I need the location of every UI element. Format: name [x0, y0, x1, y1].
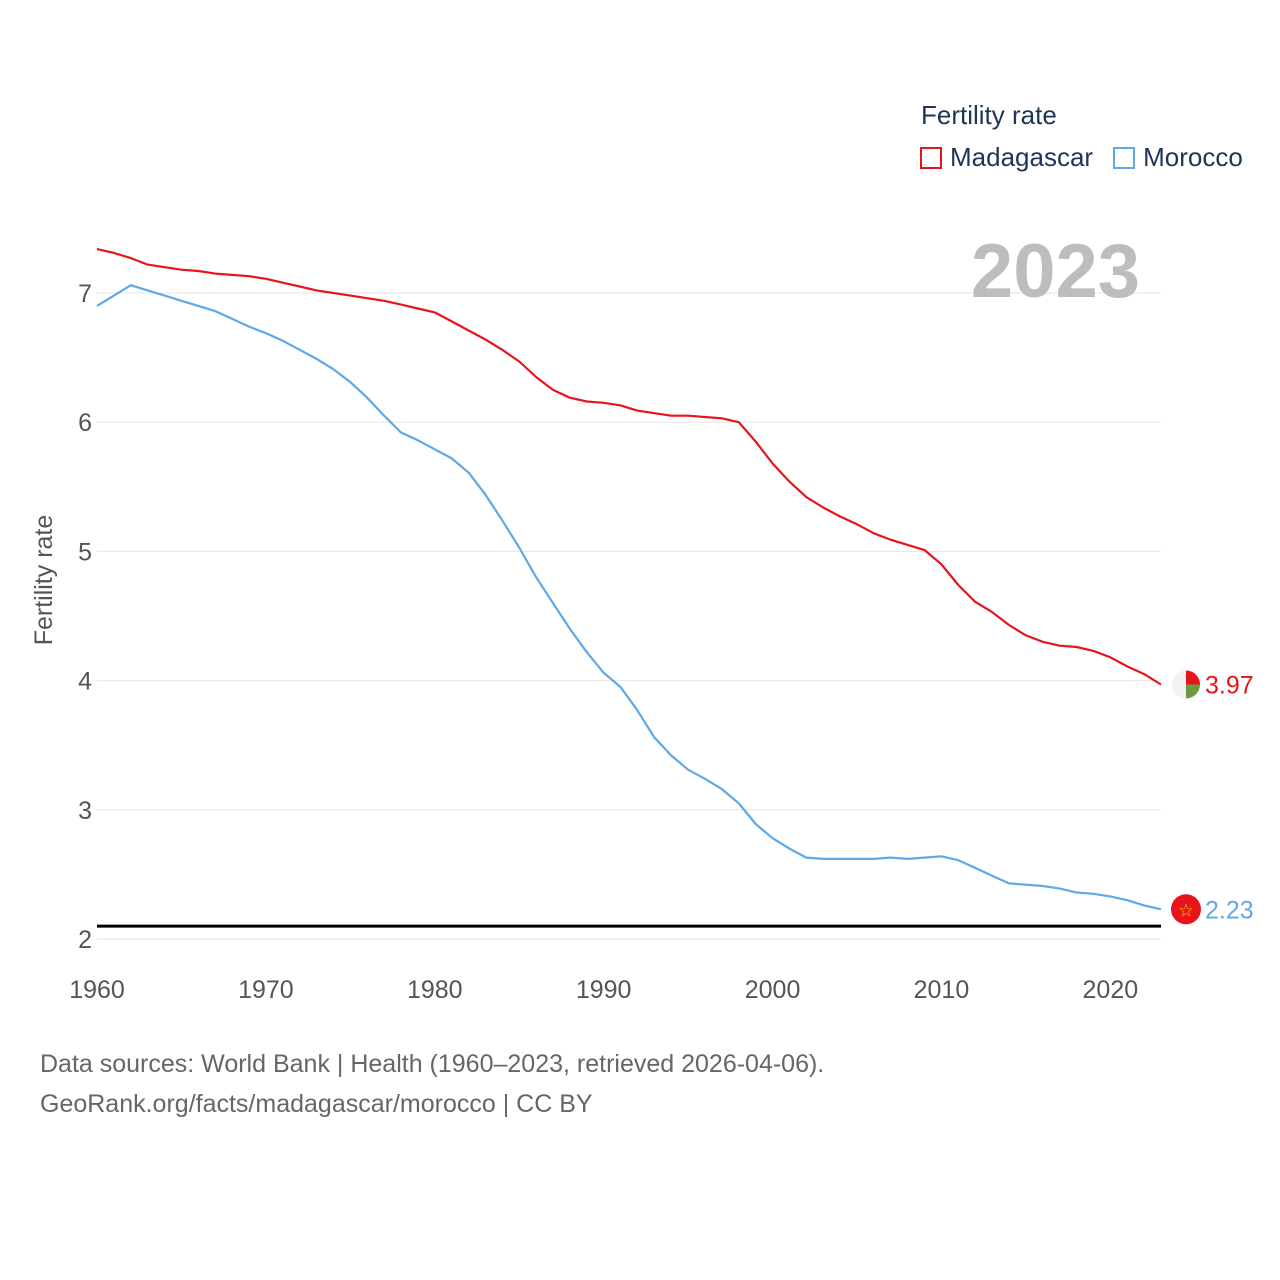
y-tick-label-2: 2	[78, 926, 92, 954]
legend-swatch-morocco	[1113, 146, 1136, 169]
x-axis-ticks: 1960 1970 1980 1990 2000 2010 2020	[69, 976, 1138, 1004]
end-value-label-madagascar: 3.97	[1205, 671, 1254, 699]
legend-swatch-madagascar	[920, 146, 942, 169]
y-tick-label-5: 5	[78, 538, 92, 566]
series-lines	[96, 248, 1162, 911]
legend: Madagascar Morocco	[920, 142, 1263, 173]
end-value-label-morocco: 2.23	[1205, 896, 1254, 924]
x-tick-label-1970: 1970	[238, 976, 294, 1004]
flag-star: ☆	[1178, 900, 1194, 921]
legend-title: Fertility rate	[921, 100, 1057, 130]
gridlines	[97, 292, 1161, 940]
flag-green-part	[1186, 684, 1200, 699]
series-end-markers: 3.97 ☆ 2.23	[1171, 670, 1254, 925]
legend-item-madagascar[interactable]: Madagascar	[920, 142, 1093, 173]
flag-red-part	[1186, 670, 1200, 685]
attribution-link[interactable]: GeoRank.org/facts/madagascar/morocco | C…	[40, 1090, 593, 1118]
series-line-madagascar	[96, 248, 1162, 686]
footer: Data sources: World Bank | Health (1960–…	[40, 1044, 824, 1124]
x-tick-label-1990: 1990	[576, 976, 632, 1004]
x-tick-label-1980: 1980	[407, 976, 463, 1004]
current-year-label: 2023	[970, 229, 1140, 314]
y-tick-label-6: 6	[78, 409, 92, 437]
y-axis-ticks: 2 3 4 5 6 7	[78, 280, 92, 954]
flag-marker-madagascar	[1172, 670, 1200, 699]
flag-marker-morocco: ☆	[1171, 894, 1201, 925]
x-tick-label-2010: 2010	[914, 976, 970, 1004]
y-tick-label-7: 7	[78, 280, 92, 308]
x-tick-label-2020: 2020	[1083, 976, 1139, 1004]
x-tick-label-2000: 2000	[745, 976, 801, 1004]
series-line-morocco	[96, 284, 1162, 911]
data-source-line: Data sources: World Bank | Health (1960–…	[40, 1050, 825, 1078]
y-tick-label-3: 3	[78, 797, 92, 825]
flag-red-disc	[1171, 894, 1201, 925]
legend-label-morocco: Morocco	[1143, 142, 1243, 172]
y-tick-label-4: 4	[78, 668, 92, 696]
y-axis-label: Fertility rate	[30, 515, 58, 646]
legend-label-madagascar: Madagascar	[950, 142, 1094, 172]
legend-item-morocco[interactable]: Morocco	[1113, 142, 1243, 173]
x-tick-label-1960: 1960	[69, 976, 125, 1004]
